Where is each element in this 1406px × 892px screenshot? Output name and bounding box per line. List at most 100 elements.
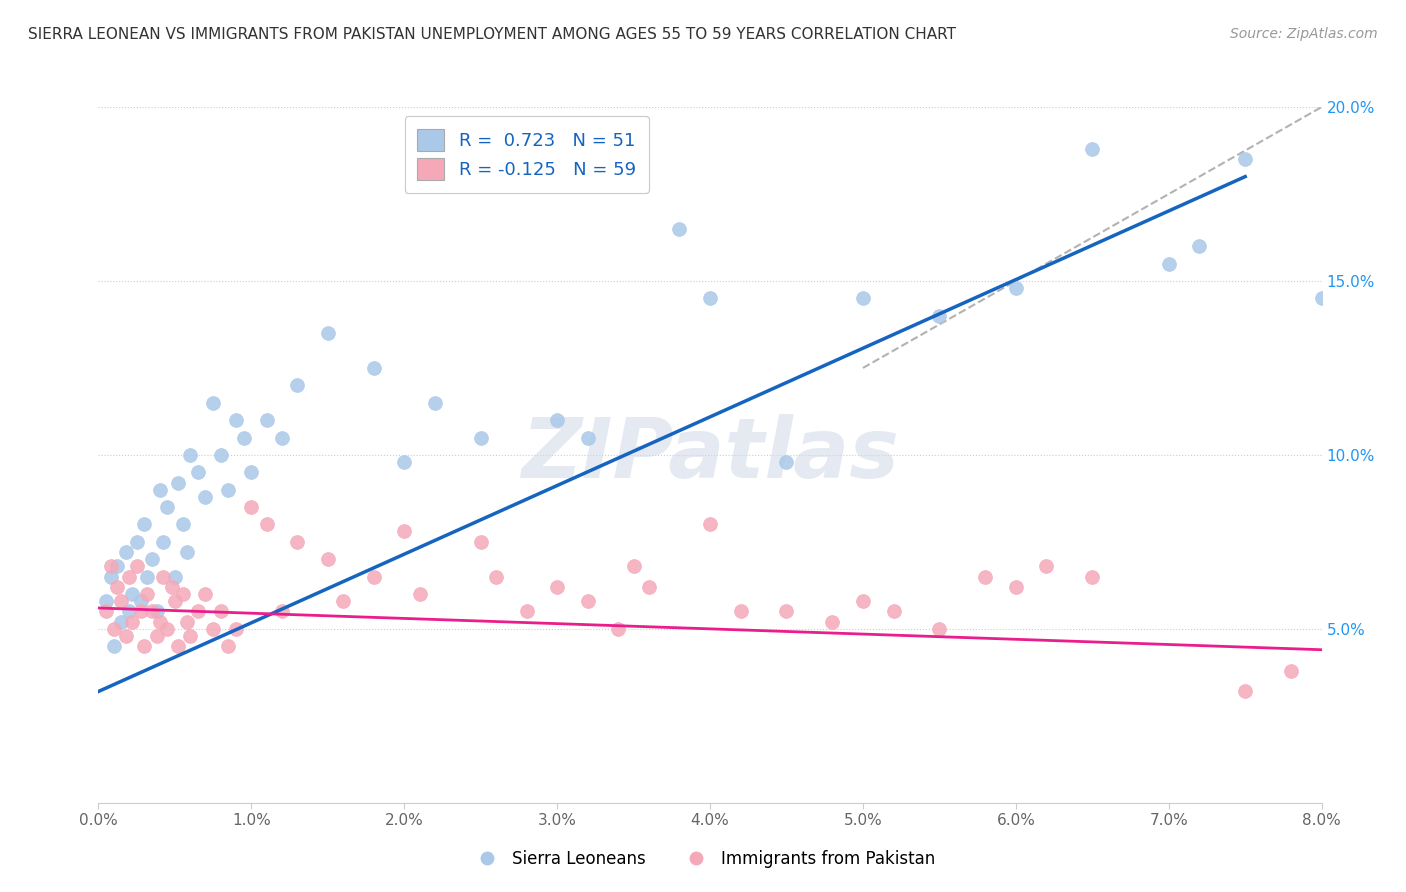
Point bbox=[103, 622, 125, 636]
Point bbox=[167, 475, 190, 490]
Point bbox=[668, 221, 690, 235]
Point bbox=[179, 448, 201, 462]
Point bbox=[470, 534, 492, 549]
Point bbox=[176, 615, 198, 629]
Point bbox=[392, 524, 416, 539]
Point bbox=[408, 587, 430, 601]
Point bbox=[576, 594, 599, 608]
Point bbox=[209, 448, 232, 462]
Point bbox=[141, 552, 163, 566]
Point bbox=[136, 587, 159, 601]
Point bbox=[852, 291, 875, 305]
Point bbox=[118, 605, 141, 619]
Point bbox=[232, 430, 254, 444]
Point bbox=[1081, 570, 1104, 584]
Point bbox=[883, 605, 905, 619]
Point bbox=[160, 580, 183, 594]
Point bbox=[156, 622, 179, 636]
Point bbox=[392, 455, 416, 469]
Point bbox=[141, 605, 163, 619]
Point bbox=[240, 500, 263, 514]
Point bbox=[1310, 291, 1333, 305]
Point bbox=[172, 587, 194, 601]
Text: ZIPatlas: ZIPatlas bbox=[522, 415, 898, 495]
Point bbox=[194, 587, 217, 601]
Point bbox=[240, 466, 263, 480]
Point bbox=[316, 326, 339, 340]
Point bbox=[217, 639, 239, 653]
Point bbox=[699, 517, 721, 532]
Point bbox=[1004, 580, 1026, 594]
Point bbox=[187, 605, 209, 619]
Point bbox=[485, 570, 508, 584]
Point bbox=[225, 622, 247, 636]
Point bbox=[110, 594, 132, 608]
Point bbox=[202, 395, 225, 409]
Point bbox=[821, 615, 844, 629]
Point bbox=[1234, 684, 1257, 698]
Point bbox=[316, 552, 339, 566]
Legend: R =  0.723   N = 51, R = -0.125   N = 59: R = 0.723 N = 51, R = -0.125 N = 59 bbox=[405, 116, 648, 193]
Point bbox=[285, 378, 308, 392]
Point bbox=[730, 605, 752, 619]
Point bbox=[100, 570, 122, 584]
Point bbox=[270, 430, 294, 444]
Point bbox=[105, 580, 128, 594]
Point bbox=[115, 545, 138, 559]
Point bbox=[176, 545, 198, 559]
Text: SIERRA LEONEAN VS IMMIGRANTS FROM PAKISTAN UNEMPLOYMENT AMONG AGES 55 TO 59 YEAR: SIERRA LEONEAN VS IMMIGRANTS FROM PAKIST… bbox=[28, 27, 956, 42]
Point bbox=[1234, 152, 1257, 166]
Point bbox=[187, 466, 209, 480]
Point bbox=[423, 395, 446, 409]
Point bbox=[1004, 281, 1026, 295]
Point bbox=[209, 605, 232, 619]
Point bbox=[515, 605, 537, 619]
Point bbox=[94, 594, 117, 608]
Point bbox=[775, 455, 797, 469]
Point bbox=[152, 570, 174, 584]
Point bbox=[546, 413, 568, 427]
Point bbox=[125, 534, 148, 549]
Point bbox=[134, 517, 156, 532]
Point bbox=[607, 622, 630, 636]
Point bbox=[163, 594, 186, 608]
Point bbox=[1035, 559, 1057, 574]
Point bbox=[145, 629, 167, 643]
Point bbox=[149, 615, 172, 629]
Point bbox=[1157, 256, 1180, 270]
Point bbox=[167, 639, 190, 653]
Point bbox=[125, 559, 148, 574]
Point bbox=[129, 605, 152, 619]
Point bbox=[270, 605, 294, 619]
Legend: Sierra Leoneans, Immigrants from Pakistan: Sierra Leoneans, Immigrants from Pakista… bbox=[464, 844, 942, 875]
Point bbox=[121, 615, 143, 629]
Point bbox=[852, 594, 875, 608]
Point bbox=[363, 570, 385, 584]
Point bbox=[149, 483, 172, 497]
Point bbox=[115, 629, 138, 643]
Point bbox=[121, 587, 143, 601]
Point bbox=[1081, 142, 1104, 156]
Point bbox=[363, 360, 385, 375]
Text: Source: ZipAtlas.com: Source: ZipAtlas.com bbox=[1230, 27, 1378, 41]
Point bbox=[285, 534, 308, 549]
Point bbox=[775, 605, 797, 619]
Point bbox=[217, 483, 239, 497]
Point bbox=[1188, 239, 1211, 253]
Point bbox=[145, 605, 167, 619]
Point bbox=[256, 517, 278, 532]
Point bbox=[194, 490, 217, 504]
Point bbox=[1279, 664, 1302, 678]
Point bbox=[928, 622, 950, 636]
Point bbox=[256, 413, 278, 427]
Point bbox=[103, 639, 125, 653]
Point bbox=[94, 605, 117, 619]
Point bbox=[156, 500, 179, 514]
Point bbox=[172, 517, 194, 532]
Point bbox=[105, 559, 128, 574]
Point bbox=[576, 430, 599, 444]
Point bbox=[134, 639, 156, 653]
Point bbox=[110, 615, 132, 629]
Point bbox=[136, 570, 159, 584]
Point bbox=[129, 594, 152, 608]
